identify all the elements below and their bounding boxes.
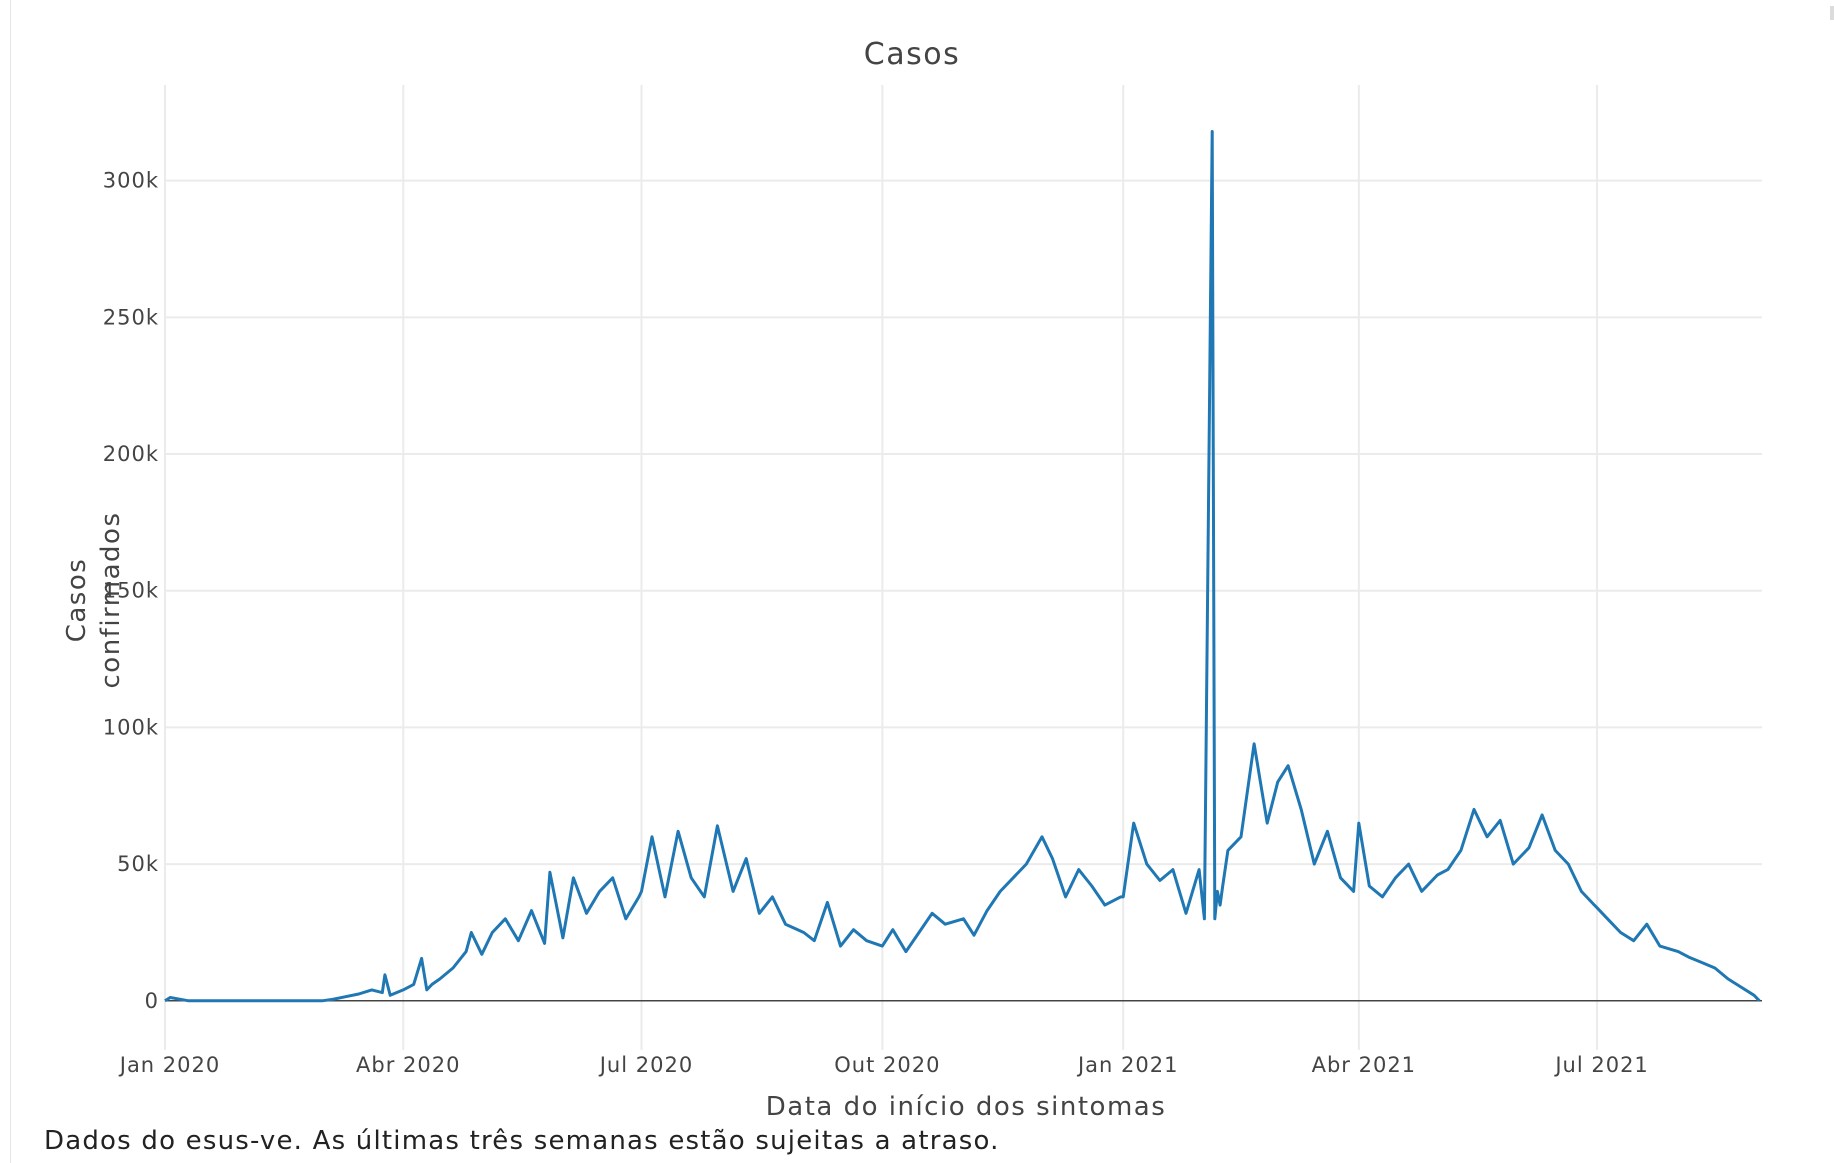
x-axis-ticks: Jan 2020 Abr 2020 Jul 2020 Out 2020 Jan 2021… bbox=[118, 1053, 1648, 1077]
x-tick-label: Abr 2021 bbox=[1312, 1053, 1416, 1077]
y-tick-label: 50k bbox=[117, 852, 159, 876]
grid-lines bbox=[164, 85, 1762, 1050]
x-axis-title: Data do início dos sintomas bbox=[766, 1092, 1167, 1122]
series-line-casos[interactable] bbox=[164, 130, 1761, 1003]
y-axis-title: Casos confirmados bbox=[62, 511, 126, 688]
x-tick-label: Out 2020 bbox=[834, 1053, 940, 1077]
y-tick-label: 0 bbox=[145, 989, 159, 1013]
y-tick-label: 100k bbox=[103, 715, 159, 739]
y-axis-ticks: 0 50k 100k 150k 200k 250k 300k bbox=[103, 169, 159, 1013]
y-tick-label: 150k bbox=[103, 579, 159, 603]
y-tick-label: 200k bbox=[103, 442, 159, 466]
x-tick-label: Jan 2020 bbox=[118, 1053, 221, 1077]
y-axis-title-line-1: Casos bbox=[62, 558, 92, 643]
chart-frame bbox=[10, 0, 1834, 1163]
y-tick-label: 300k bbox=[103, 169, 159, 193]
chart-title: Casos bbox=[864, 37, 960, 72]
y-axis-title-line-2: confirmados bbox=[96, 511, 126, 688]
y-tick-label: 250k bbox=[103, 305, 159, 329]
scrollbar-thumb[interactable] bbox=[1830, 6, 1834, 20]
footnote: Dados do esus-ve. As últimas três semana… bbox=[44, 1126, 1000, 1156]
x-tick-label: Jul 2020 bbox=[598, 1053, 693, 1077]
x-tick-label: Jan 2021 bbox=[1076, 1053, 1179, 1077]
x-tick-label: Abr 2020 bbox=[356, 1053, 460, 1077]
x-tick-label: Jul 2021 bbox=[1553, 1053, 1648, 1077]
